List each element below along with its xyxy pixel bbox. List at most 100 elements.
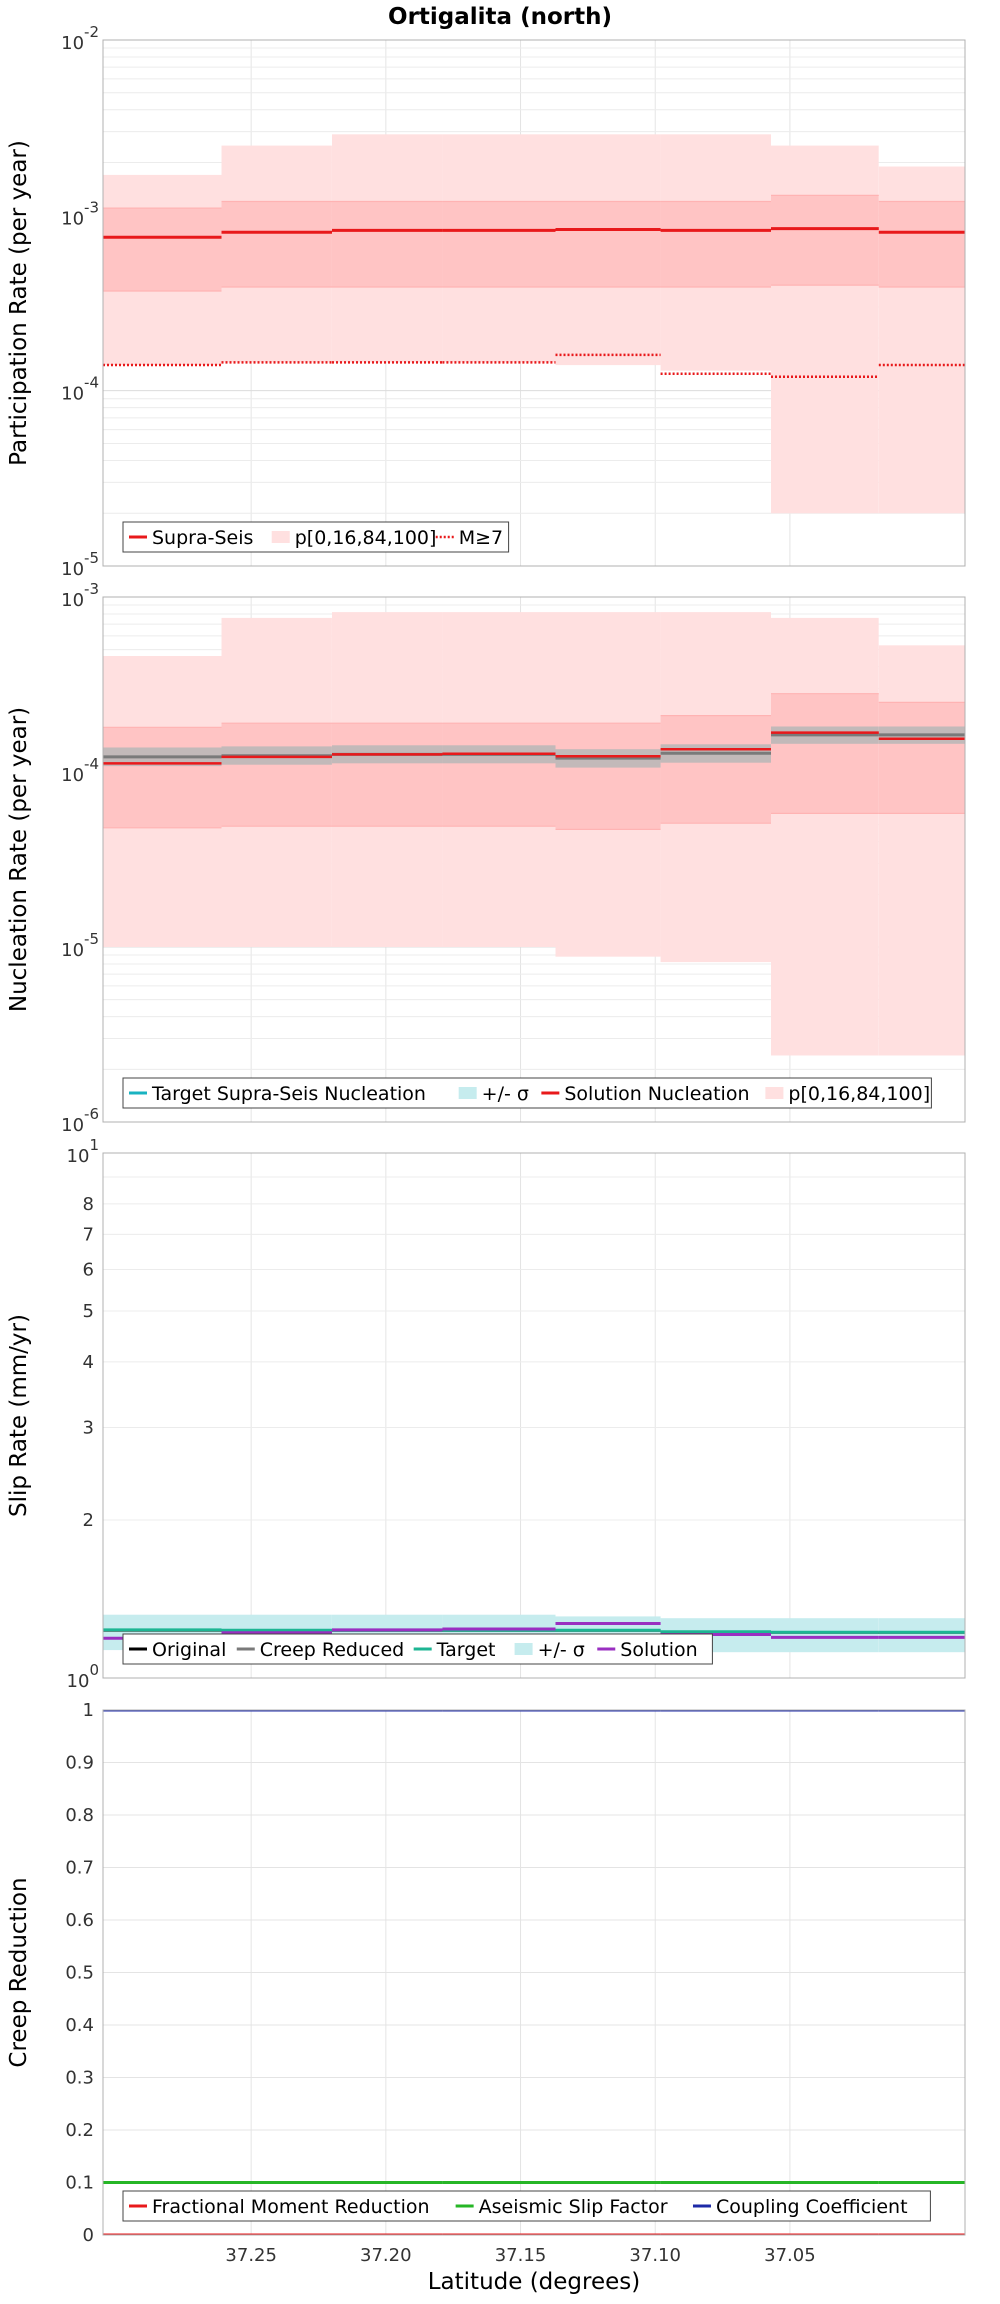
x-tick-label: 37.05 [764, 2245, 816, 2266]
y-tick-label-exponent: -3 [84, 580, 99, 598]
y-tick-label: 3 [83, 1418, 94, 1439]
legend-label: M≥7 [459, 527, 503, 549]
panel-creep: 37.25 37.20 37.15 37.10 37.05 1 0.9 0.8 0.7 0.6 0.… [6, 1700, 966, 2266]
y-tick-label-base: 10 [61, 208, 84, 229]
legend: Fractional Moment Reduction Aseismic Slip… [122, 2190, 931, 2222]
percentile-band-inner-segment [660, 715, 771, 824]
y-tick-label-exponent: 1 [89, 1136, 99, 1154]
y-tick-label-base: 10 [61, 559, 84, 580]
y-tick-label: 10-5 [61, 930, 99, 961]
plot-area [103, 1710, 965, 2235]
plot-frame [102, 1709, 966, 2236]
sigma-band-segment [771, 1618, 879, 1653]
y-tick-label-exponent: -6 [84, 1105, 99, 1123]
sigma-band-segment [878, 1618, 965, 1653]
y-tick-label: 10-4 [61, 755, 99, 786]
percentile-band-inner-segment [878, 702, 965, 814]
y-tick-label: 5 [83, 1301, 94, 1322]
x-tick-label: 37.15 [495, 2245, 547, 2266]
legend-label: Target [436, 1639, 496, 1661]
y-tick-label: 10-2 [61, 23, 99, 54]
y-tick-label-base: 10 [61, 384, 84, 405]
legend: Target Supra-Seis Nucleation +/- σ Solutio… [122, 1077, 932, 1109]
y-tick-label-base: 10 [61, 1115, 84, 1136]
y-axis-title: Slip Rate (mm/yr) [6, 1314, 32, 1517]
x-tick-label: 37.10 [629, 2245, 681, 2266]
legend: Original Creep Reduced Target +/- σ Solution [122, 1633, 713, 1665]
y-tick-label: 10-6 [61, 1105, 99, 1136]
percentile-band-inner-segment [332, 201, 443, 288]
legend-label: +/- σ [482, 1083, 529, 1105]
percentile-band-inner-segment [442, 723, 556, 827]
y-tick-label: 0.1 [65, 2173, 94, 2194]
y-tick-label: 2 [83, 1510, 94, 1531]
y-tick-label: 101 [67, 1136, 99, 1167]
legend: Supra-Seis p[0,16,84,100] M≥7 [122, 521, 510, 553]
legend-label: Solution [620, 1639, 697, 1661]
x-tick-label: 37.20 [360, 2245, 412, 2266]
legend-label: p[0,16,84,100] [788, 1083, 930, 1105]
y-tick-label-base: 10 [67, 1671, 90, 1692]
y-tick-label: 0.3 [65, 2068, 94, 2089]
y-tick-label-exponent: -2 [84, 23, 99, 41]
percentile-band-inner-segment [221, 201, 332, 288]
y-tick-labels: 10-310-410-510-6 [61, 580, 99, 1136]
y-tick-label-base: 10 [67, 1146, 90, 1167]
percentile-band-inner-segment [878, 201, 965, 288]
percentile-band-inner-segment [442, 201, 556, 288]
legend-frame [122, 2190, 931, 2222]
legend-swatch [514, 1643, 533, 1655]
y-tick-label: 10-3 [61, 198, 99, 229]
percentile-band-inner-segment [771, 693, 879, 814]
y-tick-label: 4 [83, 1352, 94, 1373]
legend-label: Solution Nucleation [564, 1083, 749, 1105]
y-tick-label: 10-4 [61, 374, 99, 405]
plot-area [103, 612, 965, 1056]
y-tick-label: 0.9 [65, 1753, 94, 1774]
legend-label: Supra-Seis [152, 527, 253, 549]
y-tick-label: 0.4 [65, 2015, 94, 2036]
y-tick-label: 10-3 [61, 580, 99, 611]
plot-frame [102, 596, 966, 1123]
y-tick-label: 0.8 [65, 1805, 94, 1826]
y-tick-label: 100 [67, 1661, 99, 1692]
percentile-band-inner-segment [771, 195, 879, 286]
y-tick-label: 0.7 [65, 1858, 94, 1879]
legend-label: Aseismic Slip Factor [479, 2196, 668, 2218]
y-tick-label-exponent: -4 [84, 755, 99, 773]
legend-swatch [458, 1087, 477, 1099]
plot-frame [102, 1152, 966, 1679]
legend-label: Coupling Coefficient [716, 2196, 908, 2218]
legend-frame [122, 1077, 932, 1109]
x-tick-label: 37.25 [225, 2245, 277, 2266]
y-tick-label: 0.6 [65, 1910, 94, 1931]
percentile-band-inner-segment [332, 723, 443, 827]
y-tick-labels: 1 0.9 0.8 0.7 0.6 0.5 0.4 0.3 0.2 0.1 0 [65, 1700, 94, 2246]
y-tick-label-exponent: -4 [84, 374, 99, 392]
y-axis-title: Nucleation Rate (per year) [6, 707, 32, 1012]
x-axis-title: Latitude (degrees) [428, 2269, 641, 2295]
legend-swatch [765, 1087, 784, 1099]
y-axis-title: Creep Reduction [6, 1877, 32, 2067]
y-tick-label: 8 [83, 1194, 94, 1215]
y-tick-label-exponent: 0 [89, 1661, 99, 1679]
legend-label: Original [152, 1639, 226, 1661]
plot-area [103, 134, 965, 514]
legend-label: +/- σ [538, 1639, 585, 1661]
y-tick-label: 1 [83, 1700, 94, 1721]
y-tick-label-base: 10 [61, 765, 84, 786]
percentile-band-outer-segment [771, 617, 879, 1056]
legend-swatch [271, 531, 290, 543]
y-tick-label-base: 10 [61, 940, 84, 961]
y-tick-label-exponent: -5 [84, 549, 99, 567]
percentile-band-inner-segment [221, 723, 332, 827]
x-tick-labels: 37.25 37.20 37.15 37.10 37.05 [225, 2245, 815, 2266]
y-tick-label: 6 [83, 1260, 94, 1281]
y-tick-label: 10-5 [61, 549, 99, 580]
y-tick-label-base: 10 [61, 590, 84, 611]
